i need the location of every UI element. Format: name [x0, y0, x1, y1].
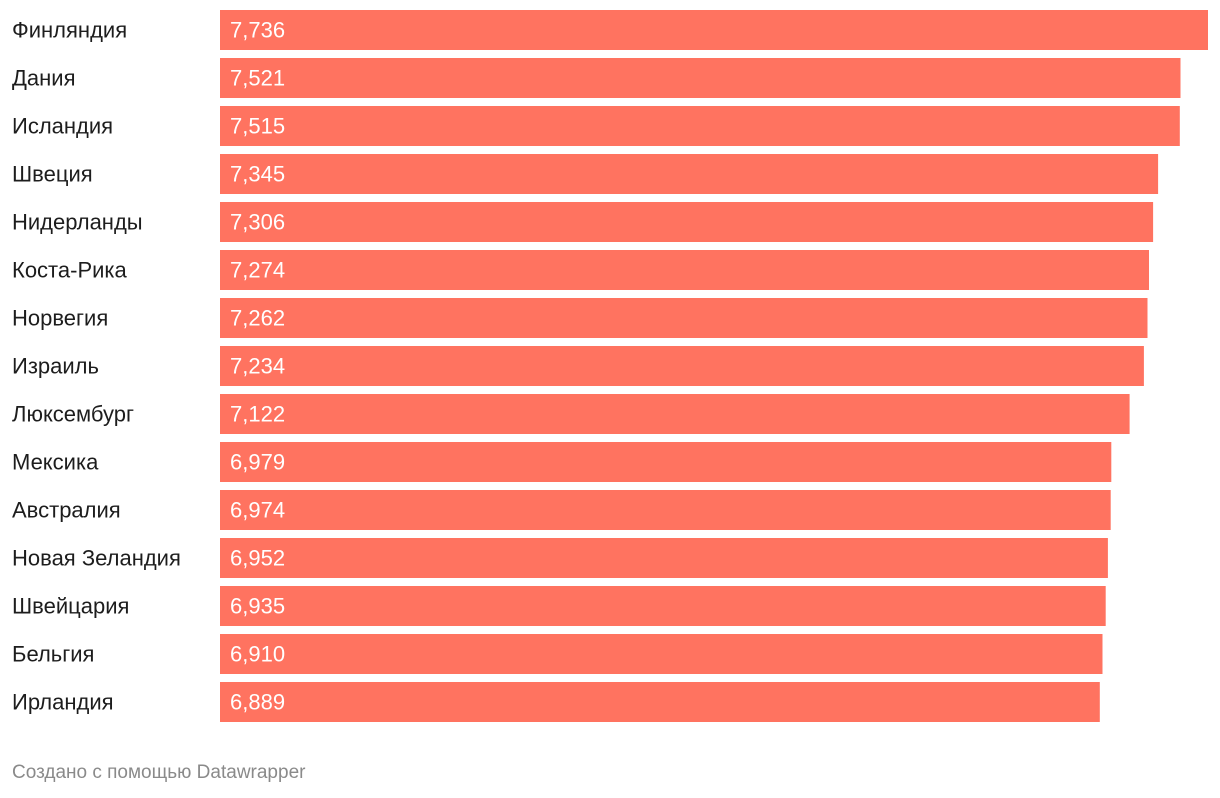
category-label: Бельгия: [12, 642, 94, 667]
bar-row: Люксембург 7,122: [12, 394, 1130, 434]
category-label: Дания: [12, 66, 76, 91]
bar-row: Ирландия 6,889: [12, 682, 1100, 722]
value-label: 6,979: [230, 450, 285, 475]
category-label: Нидерланды: [12, 210, 143, 235]
category-label: Коста-Рика: [12, 258, 128, 283]
bar: [220, 682, 1100, 722]
value-label: 7,515: [230, 114, 285, 139]
value-label: 7,736: [230, 18, 285, 43]
category-label: Швеция: [12, 162, 93, 187]
bar: [220, 106, 1180, 146]
category-label: Израиль: [12, 354, 99, 379]
bar: [220, 154, 1159, 194]
category-label: Люксембург: [12, 402, 134, 427]
bar: [220, 58, 1181, 98]
bar-row: Новая Зеландия 6,952: [12, 538, 1108, 578]
value-label: 6,974: [230, 498, 285, 523]
bar-row: Нидерланды 7,306: [12, 202, 1154, 242]
bar: [220, 202, 1154, 242]
value-label: 7,234: [230, 354, 285, 379]
bar: [220, 538, 1108, 578]
bar-row: Израиль 7,234: [12, 346, 1144, 386]
value-label: 7,306: [230, 210, 285, 235]
category-label: Швейцария: [12, 594, 129, 619]
value-label: 7,345: [230, 162, 285, 187]
value-label: 6,889: [230, 690, 285, 715]
footer-credit: Создано с помощью Datawrapper: [12, 762, 306, 783]
bar: [220, 346, 1144, 386]
category-label: Мексика: [12, 450, 99, 475]
value-label: 7,274: [230, 258, 285, 283]
bar-row: Швейцария 6,935: [12, 586, 1106, 626]
value-label: 6,935: [230, 594, 285, 619]
bar-row: Дания 7,521: [12, 58, 1181, 98]
category-label: Исландия: [12, 114, 113, 139]
value-label: 6,952: [230, 546, 285, 571]
bar: [220, 586, 1106, 626]
bar-row: Швеция 7,345: [12, 154, 1159, 194]
bar: [220, 490, 1111, 530]
bar-row: Норвегия 7,262: [12, 298, 1148, 338]
bar-row: Коста-Рика 7,274: [12, 250, 1149, 290]
category-label: Австралия: [12, 498, 121, 523]
value-label: 7,521: [230, 66, 285, 91]
bar: [220, 250, 1149, 290]
bar-row: Финляндия 7,736: [12, 10, 1208, 50]
value-label: 6,910: [230, 642, 285, 667]
bar: [220, 442, 1112, 482]
bar: [220, 394, 1130, 434]
bar-row: Бельгия 6,910: [12, 634, 1103, 674]
bar-row: Мексика 6,979: [12, 442, 1112, 482]
bar-row: Исландия 7,515: [12, 106, 1180, 146]
bar: [220, 10, 1208, 50]
value-label: 7,122: [230, 402, 285, 427]
bar: [220, 298, 1148, 338]
bar-chart: Финляндия 7,736 Дания 7,521 Исландия 7,515 Шве…: [12, 10, 1208, 722]
category-label: Финляндия: [12, 18, 127, 43]
value-label: 7,262: [230, 306, 285, 331]
bar-row: Австралия 6,974: [12, 490, 1111, 530]
bar: [220, 634, 1103, 674]
category-label: Норвегия: [12, 306, 108, 331]
category-label: Новая Зеландия: [12, 546, 181, 571]
category-label: Ирландия: [12, 690, 114, 715]
